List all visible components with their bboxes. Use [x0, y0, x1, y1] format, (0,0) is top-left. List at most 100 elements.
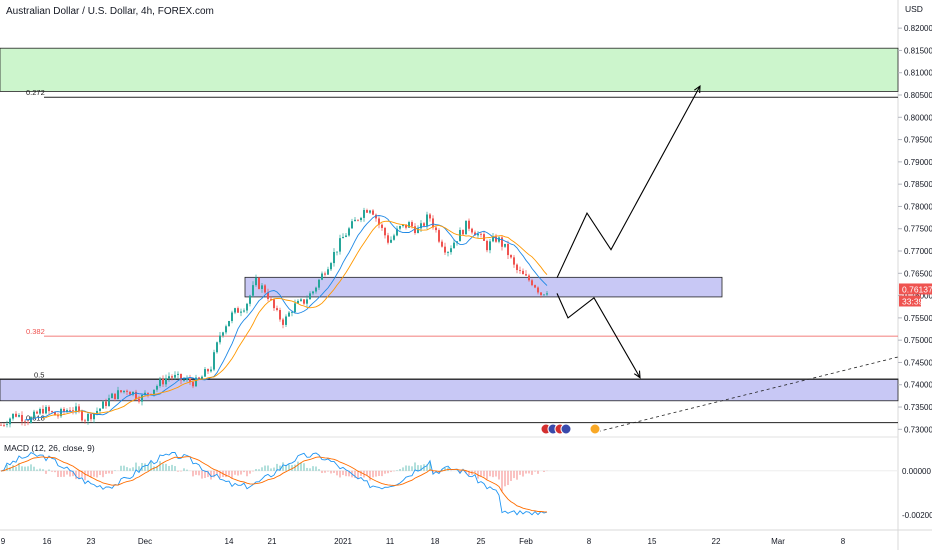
- time-axis[interactable]: 9 16 23 Dec 14 21 2021 11 18 25 Feb 8 15 22 Mar 8: [1, 537, 846, 546]
- bearish-projection-path: [556, 293, 641, 378]
- price-tick-label: 0.79000: [904, 158, 932, 167]
- macd-histogram-bar: [9, 467, 11, 471]
- candle-body: [120, 390, 122, 393]
- macd-histogram-bar: [381, 470, 383, 477]
- candle-body: [78, 406, 80, 411]
- candle-body: [387, 235, 389, 243]
- macd-histogram-bar: [468, 470, 470, 476]
- candle-body: [135, 391, 137, 399]
- price-tick-label: 0.81000: [904, 69, 932, 78]
- candle-body: [501, 237, 503, 247]
- candle-body: [369, 210, 371, 213]
- time-tick-label: 2021: [334, 537, 352, 546]
- time-tick-label: 14: [225, 537, 234, 546]
- macd-histogram-bar: [519, 470, 521, 475]
- macd-histogram-bar: [339, 470, 341, 478]
- candle-body: [474, 232, 476, 236]
- macd-axis: 0.00000 -0.00200: [902, 467, 932, 520]
- candle-body: [279, 310, 281, 320]
- macd-histogram-bar: [501, 470, 503, 492]
- candle-body: [366, 210, 368, 213]
- countdown-value: 33:39: [902, 296, 924, 306]
- zones-layer: [0, 47, 899, 402]
- candle-body: [309, 293, 311, 300]
- candle-body: [246, 303, 248, 311]
- macd-histogram-bar: [54, 470, 56, 473]
- candle-body: [360, 217, 362, 221]
- macd-histogram-bar: [210, 470, 212, 480]
- macd-histogram-bar: [480, 470, 482, 476]
- candle-body: [486, 240, 488, 251]
- macd-histogram-bar: [318, 469, 320, 471]
- price-tick-label: 0.78000: [904, 202, 932, 211]
- macd-histogram-bar: [333, 470, 335, 473]
- candle-body: [384, 227, 386, 236]
- macd-histogram-bar: [375, 470, 377, 477]
- candle-body: [441, 241, 443, 247]
- candle-body: [252, 285, 254, 296]
- macd-histogram-bar: [528, 470, 530, 474]
- macd-histogram-bar: [366, 470, 368, 477]
- candle-body: [495, 236, 497, 242]
- macd-histogram-bar: [261, 467, 263, 471]
- candle-body: [201, 376, 203, 379]
- candle-body: [288, 312, 290, 317]
- candle-body: [336, 251, 338, 253]
- macd-histogram-bar: [24, 466, 26, 471]
- candle-body: [75, 406, 77, 411]
- candle-body: [99, 408, 101, 411]
- macd-histogram-bar: [474, 470, 476, 473]
- time-tick-label: 25: [477, 537, 486, 546]
- candle-body: [312, 291, 314, 294]
- candle-body: [294, 303, 296, 312]
- macd-histogram-bar: [177, 470, 179, 472]
- bullish-arrowhead: [693, 84, 701, 94]
- candle-body: [81, 410, 83, 421]
- candle-body: [108, 398, 110, 406]
- macd-histogram-bar: [426, 464, 428, 471]
- candle-body: [117, 390, 119, 400]
- candle-body: [228, 321, 230, 327]
- macd-histogram-bar: [504, 470, 506, 487]
- macd-histogram-bar: [312, 466, 314, 471]
- macd-histogram-bar: [198, 470, 200, 476]
- candle-body: [432, 218, 434, 228]
- candle-body: [276, 308, 278, 311]
- candle-body: [507, 243, 509, 256]
- price-tick-label: 0.74000: [904, 381, 932, 390]
- price-tick-label: 0.75000: [904, 336, 932, 345]
- price-tick-label: 0.82000: [904, 24, 932, 33]
- macd-histogram-bar: [417, 465, 419, 471]
- macd-histogram-bar: [327, 470, 329, 472]
- candle-body: [207, 369, 209, 372]
- candle-body: [546, 293, 548, 295]
- macd-histogram-bar: [321, 470, 323, 474]
- candle-body: [435, 227, 437, 231]
- macd-histogram-bar: [270, 468, 272, 471]
- candle-body: [165, 378, 167, 385]
- time-tick-label: 21: [268, 537, 277, 546]
- candle-body: [270, 298, 272, 300]
- candle-body: [15, 413, 17, 417]
- macd-histogram-bar: [108, 470, 110, 474]
- candle-body: [282, 319, 284, 325]
- macd-tick-label: -0.00200: [902, 511, 932, 520]
- macd-histogram-bar: [384, 470, 386, 474]
- bearish-arrowhead: [633, 370, 641, 379]
- candle-body: [66, 410, 68, 412]
- macd-histogram-bar: [267, 465, 269, 471]
- price-tick-label: 0.74500: [904, 358, 932, 367]
- macd-histogram-bar: [315, 466, 317, 471]
- macd-histogram-bar: [513, 470, 515, 479]
- candle-body: [357, 219, 359, 221]
- price-axis[interactable]: 0.82000 0.81500 0.81000 0.80500 0.80000 0.795…: [898, 24, 932, 434]
- macd-histogram-bar: [165, 463, 167, 471]
- macd-histogram-bar: [231, 470, 233, 479]
- candle-body: [33, 411, 35, 418]
- time-tick-label: 18: [431, 537, 440, 546]
- macd-histogram-bar: [411, 466, 413, 471]
- macd-histogram-bar: [258, 469, 260, 471]
- time-tick-label: 8: [587, 537, 592, 546]
- macd-histogram-bar: [126, 467, 128, 471]
